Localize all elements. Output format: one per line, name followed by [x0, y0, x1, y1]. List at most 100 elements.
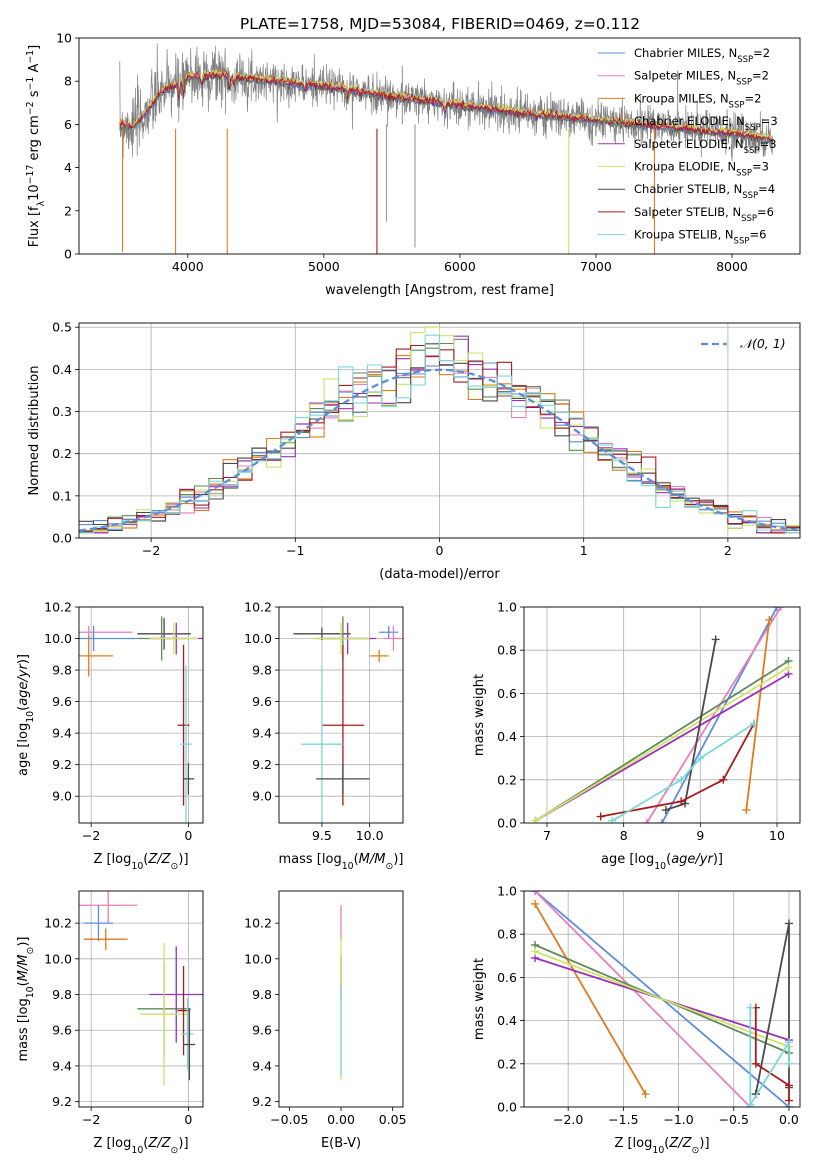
x-axis-label: age [log10(age/yr)] — [601, 852, 723, 872]
mass-weight-marker — [641, 1090, 650, 1099]
y-tick-label: 0.8 — [497, 927, 517, 942]
y-axis-label: Flux [fλ10−17 erg cm−2 s−1 A−1] — [25, 45, 47, 247]
x-tick-label: −0.5 — [719, 1112, 749, 1127]
label-part: ( — [16, 981, 31, 986]
label-part: 10 — [342, 861, 354, 872]
label-part: mass [log — [279, 852, 342, 867]
legend-suffix: =3 — [752, 160, 769, 174]
y-tick-label: 9.8 — [52, 987, 72, 1002]
x-tick-label: 6000 — [444, 259, 476, 274]
mass-weight-line-7 — [754, 1007, 790, 1101]
label-part: ⊙ — [171, 1145, 179, 1156]
mass-weight-marker — [661, 806, 670, 815]
plot-area — [119, 43, 774, 254]
y-axis-label: mass weight — [472, 958, 487, 1040]
label-part: ( — [143, 852, 148, 867]
label-part: ⊙ — [385, 861, 393, 872]
legend-suffix: =3 — [761, 114, 778, 128]
y-axis-label: Normed distribution — [27, 366, 42, 496]
y-tick-label: 9.8 — [252, 663, 272, 678]
x-tick-label: 8 — [620, 828, 628, 843]
label-part: 10 — [654, 861, 666, 872]
label-part: 10 — [25, 711, 36, 723]
plot-area — [79, 616, 203, 823]
plot-area — [293, 616, 403, 823]
x-axis-label: mass [log10(M/M⊙)] — [279, 852, 404, 872]
y-axis-label: mass [log10(M/M⊙)] — [16, 937, 36, 1062]
legend-suffix: =2 — [752, 69, 769, 83]
y-tick-label: 0.1 — [52, 488, 72, 503]
legend-label: Kroupa STELIB, N — [634, 228, 734, 242]
y-tick-label: 9.2 — [252, 757, 272, 772]
x-tick-label: 9 — [696, 828, 704, 843]
label-part: ⊙ — [171, 861, 179, 872]
label-part: Z [log — [614, 1136, 652, 1151]
label-part: erg cm — [27, 115, 42, 164]
x-tick-label: 7000 — [580, 259, 612, 274]
y-tick-label: 10.2 — [244, 916, 272, 931]
legend-sub: SSP — [741, 214, 757, 224]
axes-frame — [78, 322, 801, 539]
mass-weight-marker — [658, 819, 666, 823]
mass-weight-marker — [784, 1059, 793, 1068]
mass-weight-line-8 — [611, 722, 755, 822]
y-tick-label: 10.0 — [44, 631, 72, 646]
x-axis-label: Z [log10(Z/Z⊙)] — [93, 852, 188, 872]
label-part: 10 — [131, 861, 143, 872]
label-part: 10 — [27, 184, 42, 201]
label-part: −1 — [25, 50, 36, 64]
label-part: ⊙ — [25, 947, 36, 955]
mass-vs-metallicity-panel: −2 09.29.49.69.810.010.2Z [log10(Z/Z⊙)]ma… — [16, 890, 204, 1156]
axes-frame — [78, 37, 801, 255]
x-tick-label: 0.05 — [379, 1112, 407, 1127]
legend-entry: Chabrier ELODIE, NSSP=3 — [634, 114, 778, 133]
mass-weight-marker — [776, 607, 785, 611]
model-spectrum-7 — [119, 71, 773, 142]
legend-entry: Salpeter ELODIE, NSSP=3 — [634, 137, 777, 156]
y-tick-label: 9.0 — [52, 789, 72, 804]
grid-lines — [79, 606, 203, 823]
mass-weight-marker — [531, 891, 540, 895]
label-part: age/yr — [16, 662, 31, 705]
label-part: Z [log — [93, 1136, 131, 1151]
label-part: ( — [666, 852, 671, 867]
legend-suffix: =3 — [760, 137, 777, 151]
label-part: λ — [36, 200, 47, 206]
label-part: age/yr — [671, 852, 714, 867]
label-part: ( — [354, 852, 359, 867]
x-tick-label: −2 — [82, 828, 100, 843]
grid-lines — [79, 891, 203, 1107]
legend-entry: Salpeter MILES, NSSP=2 — [634, 69, 769, 88]
y-tick-label: 10.2 — [244, 600, 272, 615]
spectrum-panel: 4000 5000 6000 7000 8000 0 2 4 6 8 10 wavelength [A… — [25, 31, 801, 298]
y-axis-label: mass weight — [472, 674, 487, 756]
x-tick-label: 0 — [184, 828, 192, 843]
axes-frame — [523, 890, 801, 1108]
legend-suffix: =6 — [749, 228, 766, 242]
y-tick-label: 1.0 — [497, 600, 517, 615]
y-tick-label: 9.2 — [52, 757, 72, 772]
y-tick-label: 0 — [64, 247, 72, 262]
legend-sub: SSP — [742, 191, 758, 201]
x-axis-label: E(B-V) — [321, 1136, 361, 1151]
x-tick-label: 10.0 — [356, 828, 384, 843]
x-tick-label: 2 — [724, 543, 732, 558]
label-part: 10 — [652, 1145, 664, 1156]
legend-entry: 𝒩(0, 1) — [740, 336, 786, 351]
label-part: )] — [178, 852, 188, 867]
histogram-step-2 — [79, 355, 800, 531]
y-tick-label: 4 — [64, 160, 72, 175]
legend-label: Chabrier MILES, N — [634, 46, 737, 60]
x-tick-label: 10 — [769, 828, 785, 843]
mass-weight-vs-metallicity-panel: −2.0 −1.5 −1.0 −0.5 0.0 0.0 0.2 0.4 0.6 0.8 1.0 Z [… — [472, 884, 801, 1156]
label-part: )] — [699, 1136, 709, 1151]
label-part: −2 — [25, 101, 36, 115]
legend-label: Salpeter ELODIE, N — [634, 137, 744, 151]
mass-weight-marker — [596, 812, 605, 821]
axes-frame — [278, 606, 404, 824]
x-axis-label: Z [log10(Z/Z⊙)] — [93, 1136, 188, 1156]
label-part: E(B-V) — [321, 1136, 361, 1151]
mass-weight-marker — [746, 1100, 755, 1107]
y-tick-label: 10.0 — [244, 631, 272, 646]
